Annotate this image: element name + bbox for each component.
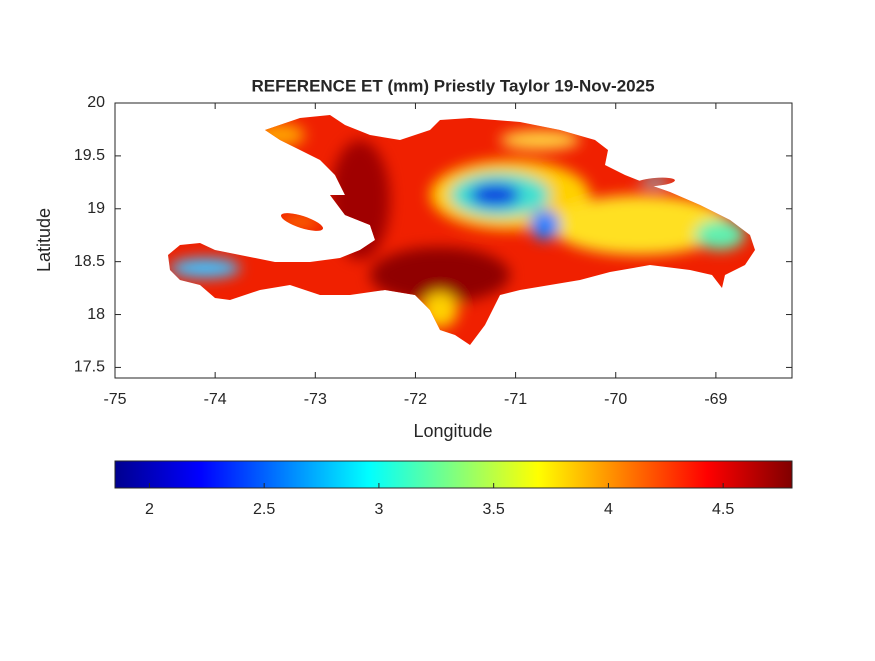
colorbar-tick-label: 3 <box>374 501 383 518</box>
colorbar-tick-label: 3.5 <box>483 501 505 518</box>
colorbar-tick-label: 4 <box>604 501 613 518</box>
y-tick-label: 18 <box>87 306 105 323</box>
x-tick-label: -73 <box>304 391 327 408</box>
y-tick-label: 19 <box>87 200 105 217</box>
colorbar-tick-label: 2.5 <box>253 501 275 518</box>
colorbar-tick-label: 4.5 <box>712 501 734 518</box>
y-tick-label: 19.5 <box>74 147 105 164</box>
x-tick-label: -74 <box>204 391 227 408</box>
x-tick-label: -71 <box>504 391 527 408</box>
x-tick-label: -75 <box>103 391 126 408</box>
y-tick-label: 17.5 <box>74 359 105 376</box>
x-tick-label: -69 <box>704 391 727 408</box>
colorbar-tick-label: 2 <box>145 501 154 518</box>
chart-title: REFERENCE ET (mm) Priestly Taylor 19-Nov… <box>251 76 654 95</box>
y-tick-label: 18.5 <box>74 253 105 270</box>
colorbar <box>114 460 793 489</box>
y-axis-label: Latitude <box>34 208 54 272</box>
x-tick-label: -72 <box>404 391 427 408</box>
x-tick-label: -70 <box>604 391 627 408</box>
x-axis-label: Longitude <box>413 421 492 441</box>
y-tick-label: 20 <box>87 94 105 111</box>
